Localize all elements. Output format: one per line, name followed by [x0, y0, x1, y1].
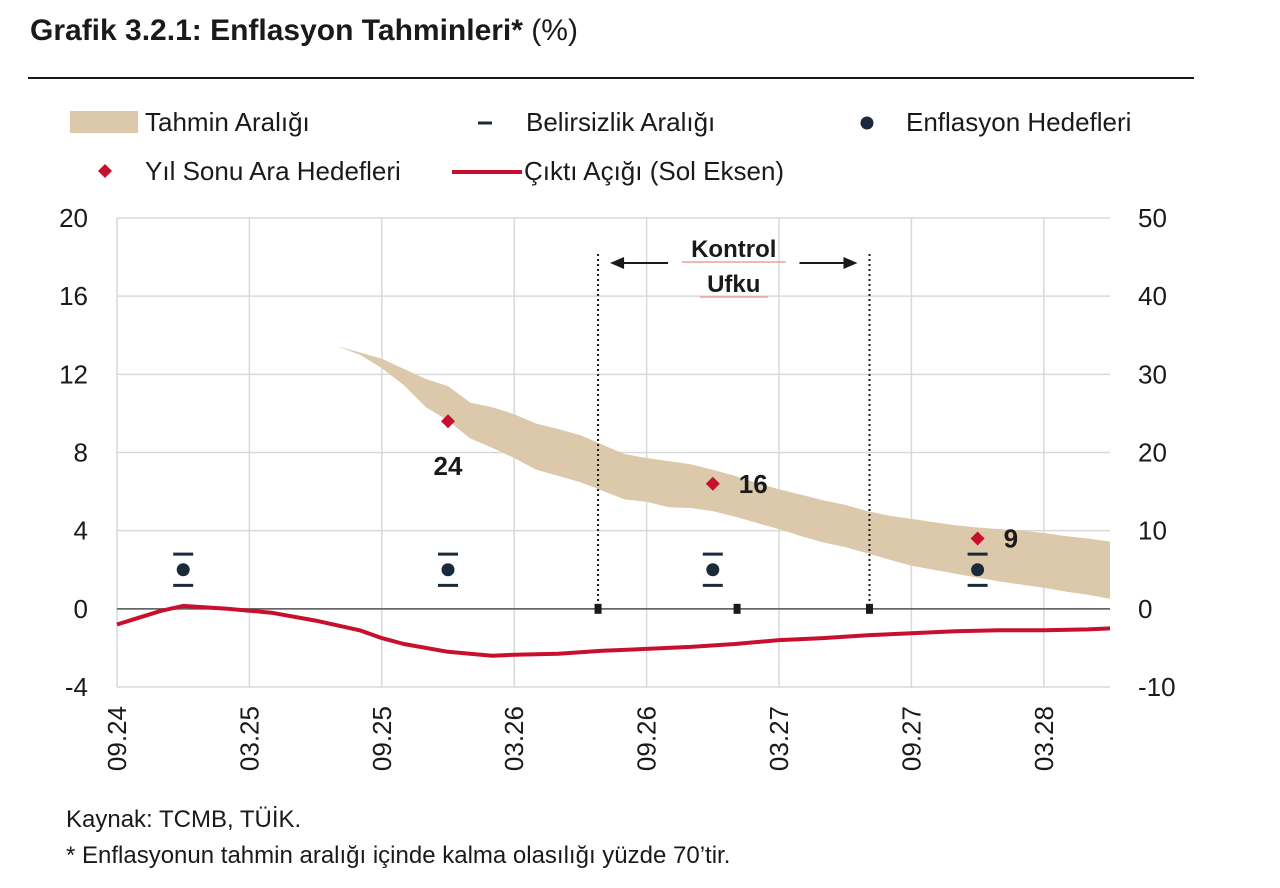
legend-interim-label: Yıl Sonu Ara Hedefleri — [145, 156, 401, 186]
inflation-target — [702, 552, 723, 587]
y-tick-label-left: 20 — [59, 203, 88, 233]
y-tick-label-left: 4 — [74, 516, 88, 546]
interim-target-point — [970, 531, 985, 546]
inflation-target — [967, 552, 988, 587]
y-tick-label-left: 12 — [59, 359, 88, 389]
title-divider — [28, 77, 1194, 79]
x-tick-label: 03.26 — [499, 706, 529, 771]
forecast-band-area — [117, 222, 1110, 599]
inflation-target — [173, 552, 194, 587]
source-note: Kaynak: TCMB, TÜİK. — [66, 806, 302, 833]
inflation-target — [438, 552, 458, 587]
x-tick-label: 03.28 — [1029, 706, 1059, 771]
inflation-target-point — [441, 563, 455, 577]
control-horizon-arrowhead-right — [843, 257, 858, 269]
legend-interim-swatch — [98, 164, 112, 178]
chart-title-unit: (%) — [531, 14, 578, 47]
y-tick-label-left: 8 — [74, 438, 88, 468]
inflation-target-point — [971, 563, 985, 577]
inflation-target-point — [176, 563, 190, 577]
y-tick-label-left: -4 — [65, 672, 88, 702]
legend-targets-label: Enflasyon Hedefleri — [906, 107, 1131, 137]
control-horizon-label-line2: Ufku — [707, 271, 760, 298]
interim-target-label: 16 — [739, 469, 768, 499]
x-tick-label: 09.27 — [896, 706, 926, 771]
legend-band-swatch — [70, 111, 138, 133]
baseline-marker — [594, 603, 602, 614]
y-tick-label-right: 20 — [1138, 438, 1167, 468]
legend-output-gap-label: Çıktı Açığı (Sol Eksen) — [524, 156, 784, 186]
x-tick-label: 03.27 — [764, 706, 794, 771]
chart-title: Grafik 3.2.1: Enflasyon Tahminleri* (%) — [30, 14, 578, 48]
inflation-forecast-chart: KontrolUfku24169201612840-450403020100-1… — [59, 107, 1176, 771]
legend-band-label: Tahmin Aralığı — [145, 107, 310, 137]
y-tick-label-right: -10 — [1138, 672, 1176, 702]
baseline-marker — [865, 603, 873, 614]
output-gap-line — [116, 603, 1111, 658]
x-tick-label: 09.24 — [102, 706, 132, 771]
legend-uncertainty-label: Belirsizlik Aralığı — [526, 107, 715, 137]
y-tick-label-left: 0 — [74, 594, 88, 624]
interim-target-label: 9 — [1004, 523, 1018, 553]
chart-title-bold: Grafik 3.2.1: Enflasyon Tahminleri* — [30, 14, 523, 47]
y-tick-label-right: 50 — [1138, 203, 1167, 233]
y-tick-label-right: 10 — [1138, 516, 1167, 546]
x-tick-label: 03.25 — [234, 706, 264, 771]
x-tick-label: 09.26 — [632, 706, 662, 771]
legend: Tahmin Aralığı Belirsizlik Aralığı Enflasy… — [70, 107, 1131, 186]
control-horizon-label-line1: Kontrol — [691, 236, 776, 263]
footnote: * Enflasyonun tahmin aralığı içinde kalm… — [66, 842, 731, 869]
interim-target-point — [705, 476, 720, 491]
y-tick-label-right: 30 — [1138, 359, 1167, 389]
x-tick-label: 09.25 — [367, 706, 397, 771]
legend-targets-swatch — [860, 116, 874, 130]
interim-target-label: 24 — [434, 451, 463, 481]
baseline-marker — [733, 603, 741, 614]
control-horizon-arrowhead-left — [610, 257, 625, 269]
y-tick-label-right: 40 — [1138, 281, 1167, 311]
y-tick-label-right: 0 — [1138, 594, 1152, 624]
y-tick-label-left: 16 — [59, 281, 88, 311]
interim-target-point — [441, 414, 455, 429]
inflation-target-point — [706, 563, 720, 577]
